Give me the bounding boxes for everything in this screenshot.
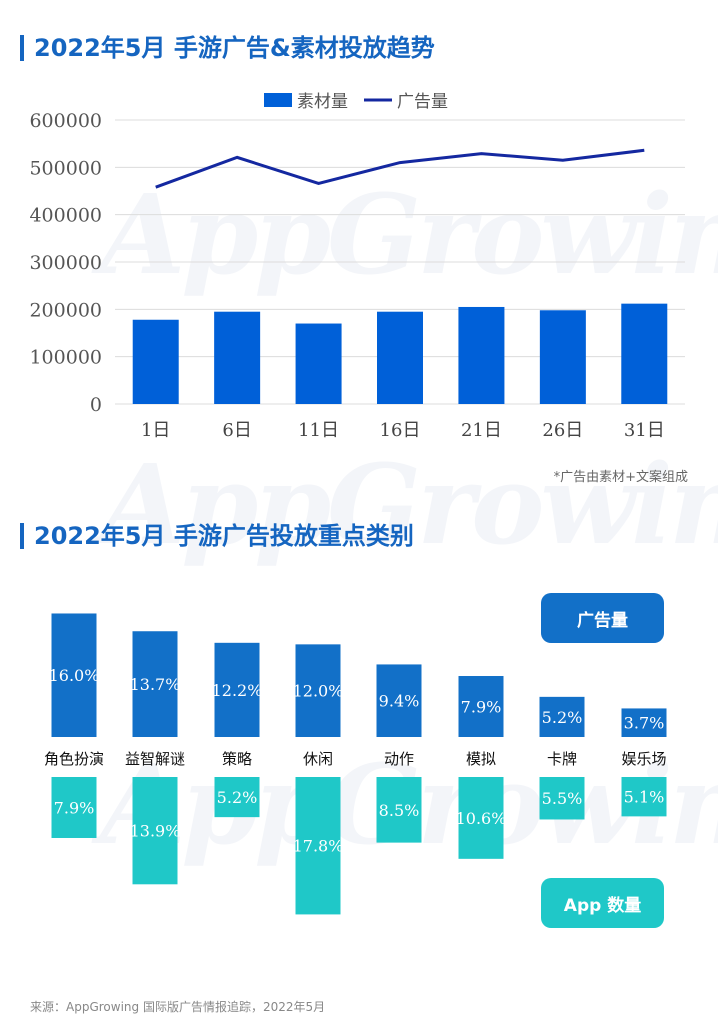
data-label-ads: 12.0% (293, 682, 344, 701)
bar-apps (621, 777, 667, 817)
bar-apps (539, 777, 585, 820)
bar-material (132, 319, 179, 404)
y-tick-label: 200000 (29, 299, 102, 321)
bar-apps (51, 777, 97, 838)
category-label: 角色扮演 (44, 750, 104, 768)
data-label-ads: 16.0% (49, 666, 100, 685)
data-label-apps: 5.1% (624, 788, 665, 807)
data-label-ads: 5.2% (542, 708, 583, 727)
chart-title-category: 2022年5月 手游广告投放重点类别 (20, 523, 414, 549)
y-tick-label: 400000 (29, 205, 102, 227)
y-tick-label: 600000 (29, 110, 102, 132)
bar-material (214, 311, 261, 404)
legend-swatch-material (264, 93, 292, 107)
chart-title-trend: 2022年5月 手游广告&素材投放趋势 (20, 35, 435, 61)
legend-label-ads: 广告量 (397, 92, 448, 112)
data-label-apps: 17.8% (293, 837, 344, 856)
bar-apps (295, 777, 341, 915)
data-label-ads: 13.7% (130, 675, 181, 694)
data-label-ads: 9.4% (379, 692, 420, 711)
data-label-ads: 12.2% (212, 681, 263, 700)
watermark: AppGrowing (100, 170, 718, 299)
bar-material (621, 303, 668, 404)
x-tick-label: 26日 (542, 420, 583, 441)
data-label-apps: 10.6% (456, 809, 507, 828)
category-label: 娱乐场 (621, 750, 666, 768)
trend-chart: 0 100000 200000 300000 400000 500000 600000 1日 6… (29, 92, 685, 441)
legend-ads: 广告量 (541, 593, 664, 643)
x-tick-label: 16日 (380, 420, 421, 441)
data-label-ads: 7.9% (461, 698, 502, 717)
bar-ads (51, 613, 97, 737)
legend-apps: App 数量 (541, 878, 664, 928)
category-label: 卡牌 (547, 750, 577, 768)
x-tick-label: 21日 (461, 420, 502, 441)
bar-material (539, 310, 586, 404)
source-text: 来源：AppGrowing 国际版广告情报追踪，2022年5月 (30, 1000, 326, 1014)
bar-apps (458, 777, 504, 859)
data-label-apps: 5.2% (217, 788, 258, 807)
x-tick-label: 6日 (222, 420, 251, 441)
bar-ads (458, 676, 504, 737)
bar-ads (214, 642, 260, 737)
x-tick-label: 11日 (298, 420, 339, 441)
bar-ads (621, 708, 667, 737)
data-label-apps: 5.5% (542, 789, 583, 808)
y-tick-label: 100000 (29, 347, 102, 369)
data-label-apps: 13.9% (130, 822, 181, 841)
bar-apps (132, 777, 178, 885)
y-tick-label: 0 (90, 394, 102, 416)
y-tick-label: 300000 (29, 252, 102, 274)
legend-label-material: 素材量 (297, 92, 348, 112)
bar-material (377, 311, 423, 404)
x-tick-label: 31日 (624, 420, 665, 441)
data-label-ads: 3.7% (624, 714, 665, 733)
watermark: AppGrowing (100, 440, 718, 569)
category-label: 休闲 (303, 750, 333, 768)
bar-ads (539, 696, 585, 737)
bar-apps (376, 777, 422, 843)
data-label-apps: 7.9% (54, 798, 95, 817)
category-label: 益智解谜 (125, 750, 185, 768)
bar-ads (376, 664, 422, 737)
chart-note: *广告由素材+文案组成 (553, 470, 688, 485)
x-tick-label: 1日 (141, 420, 170, 441)
category-label: 模拟 (466, 750, 496, 768)
data-label-apps: 8.5% (379, 801, 420, 820)
category-label: 动作 (384, 750, 414, 768)
bar-material (295, 323, 342, 404)
bar-ads (295, 644, 341, 737)
category-label: 策略 (222, 750, 252, 768)
bar-ads (132, 631, 178, 737)
bar-apps (214, 777, 260, 818)
line-ads (155, 148, 645, 189)
bar-material (458, 306, 505, 404)
y-tick-label: 500000 (29, 157, 102, 179)
